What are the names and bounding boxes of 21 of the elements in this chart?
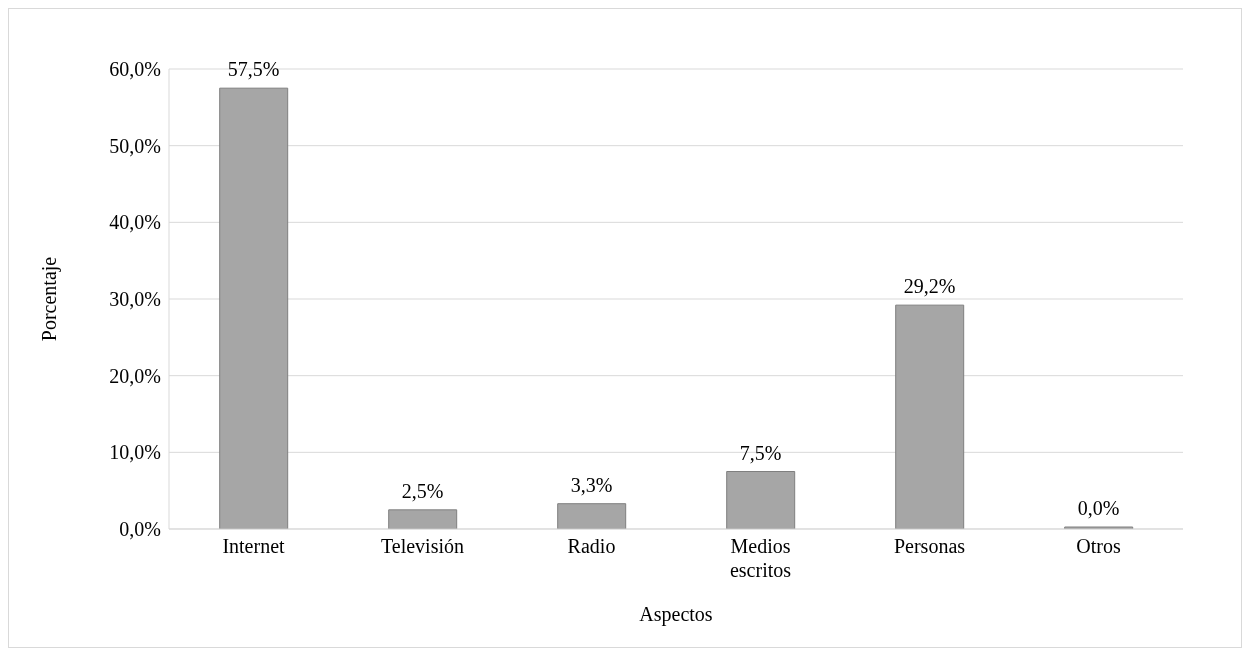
data-label: 3,3% xyxy=(570,473,613,496)
x-tick-label: Medios escritos xyxy=(729,535,792,581)
data-label: 0,0% xyxy=(1077,497,1120,519)
x-tick-label: Televisión xyxy=(380,535,465,557)
data-label: 7,5% xyxy=(739,441,782,464)
data-label: 57,5% xyxy=(227,58,280,81)
x-axis-title: Aspectos xyxy=(639,603,713,626)
x-tick-label: Radio xyxy=(567,535,616,557)
y-tick-label: 30,0% xyxy=(109,288,161,311)
y-tick-label: 10,0% xyxy=(109,441,161,464)
data-label: 29,2% xyxy=(903,275,956,298)
x-tick-label: Personas xyxy=(893,535,966,557)
y-tick-label: 40,0% xyxy=(109,211,161,234)
y-tick-label: 50,0% xyxy=(109,134,161,157)
x-tick-label: Otros xyxy=(1076,535,1121,557)
y-tick-label: 20,0% xyxy=(109,364,161,387)
y-axis-title: Porcentaje xyxy=(38,256,62,342)
y-tick-label: 0,0% xyxy=(119,518,161,541)
x-tick-label: Internet xyxy=(222,535,286,557)
data-label: 2,5% xyxy=(401,479,444,502)
y-tick-label: 60,0% xyxy=(109,58,161,81)
